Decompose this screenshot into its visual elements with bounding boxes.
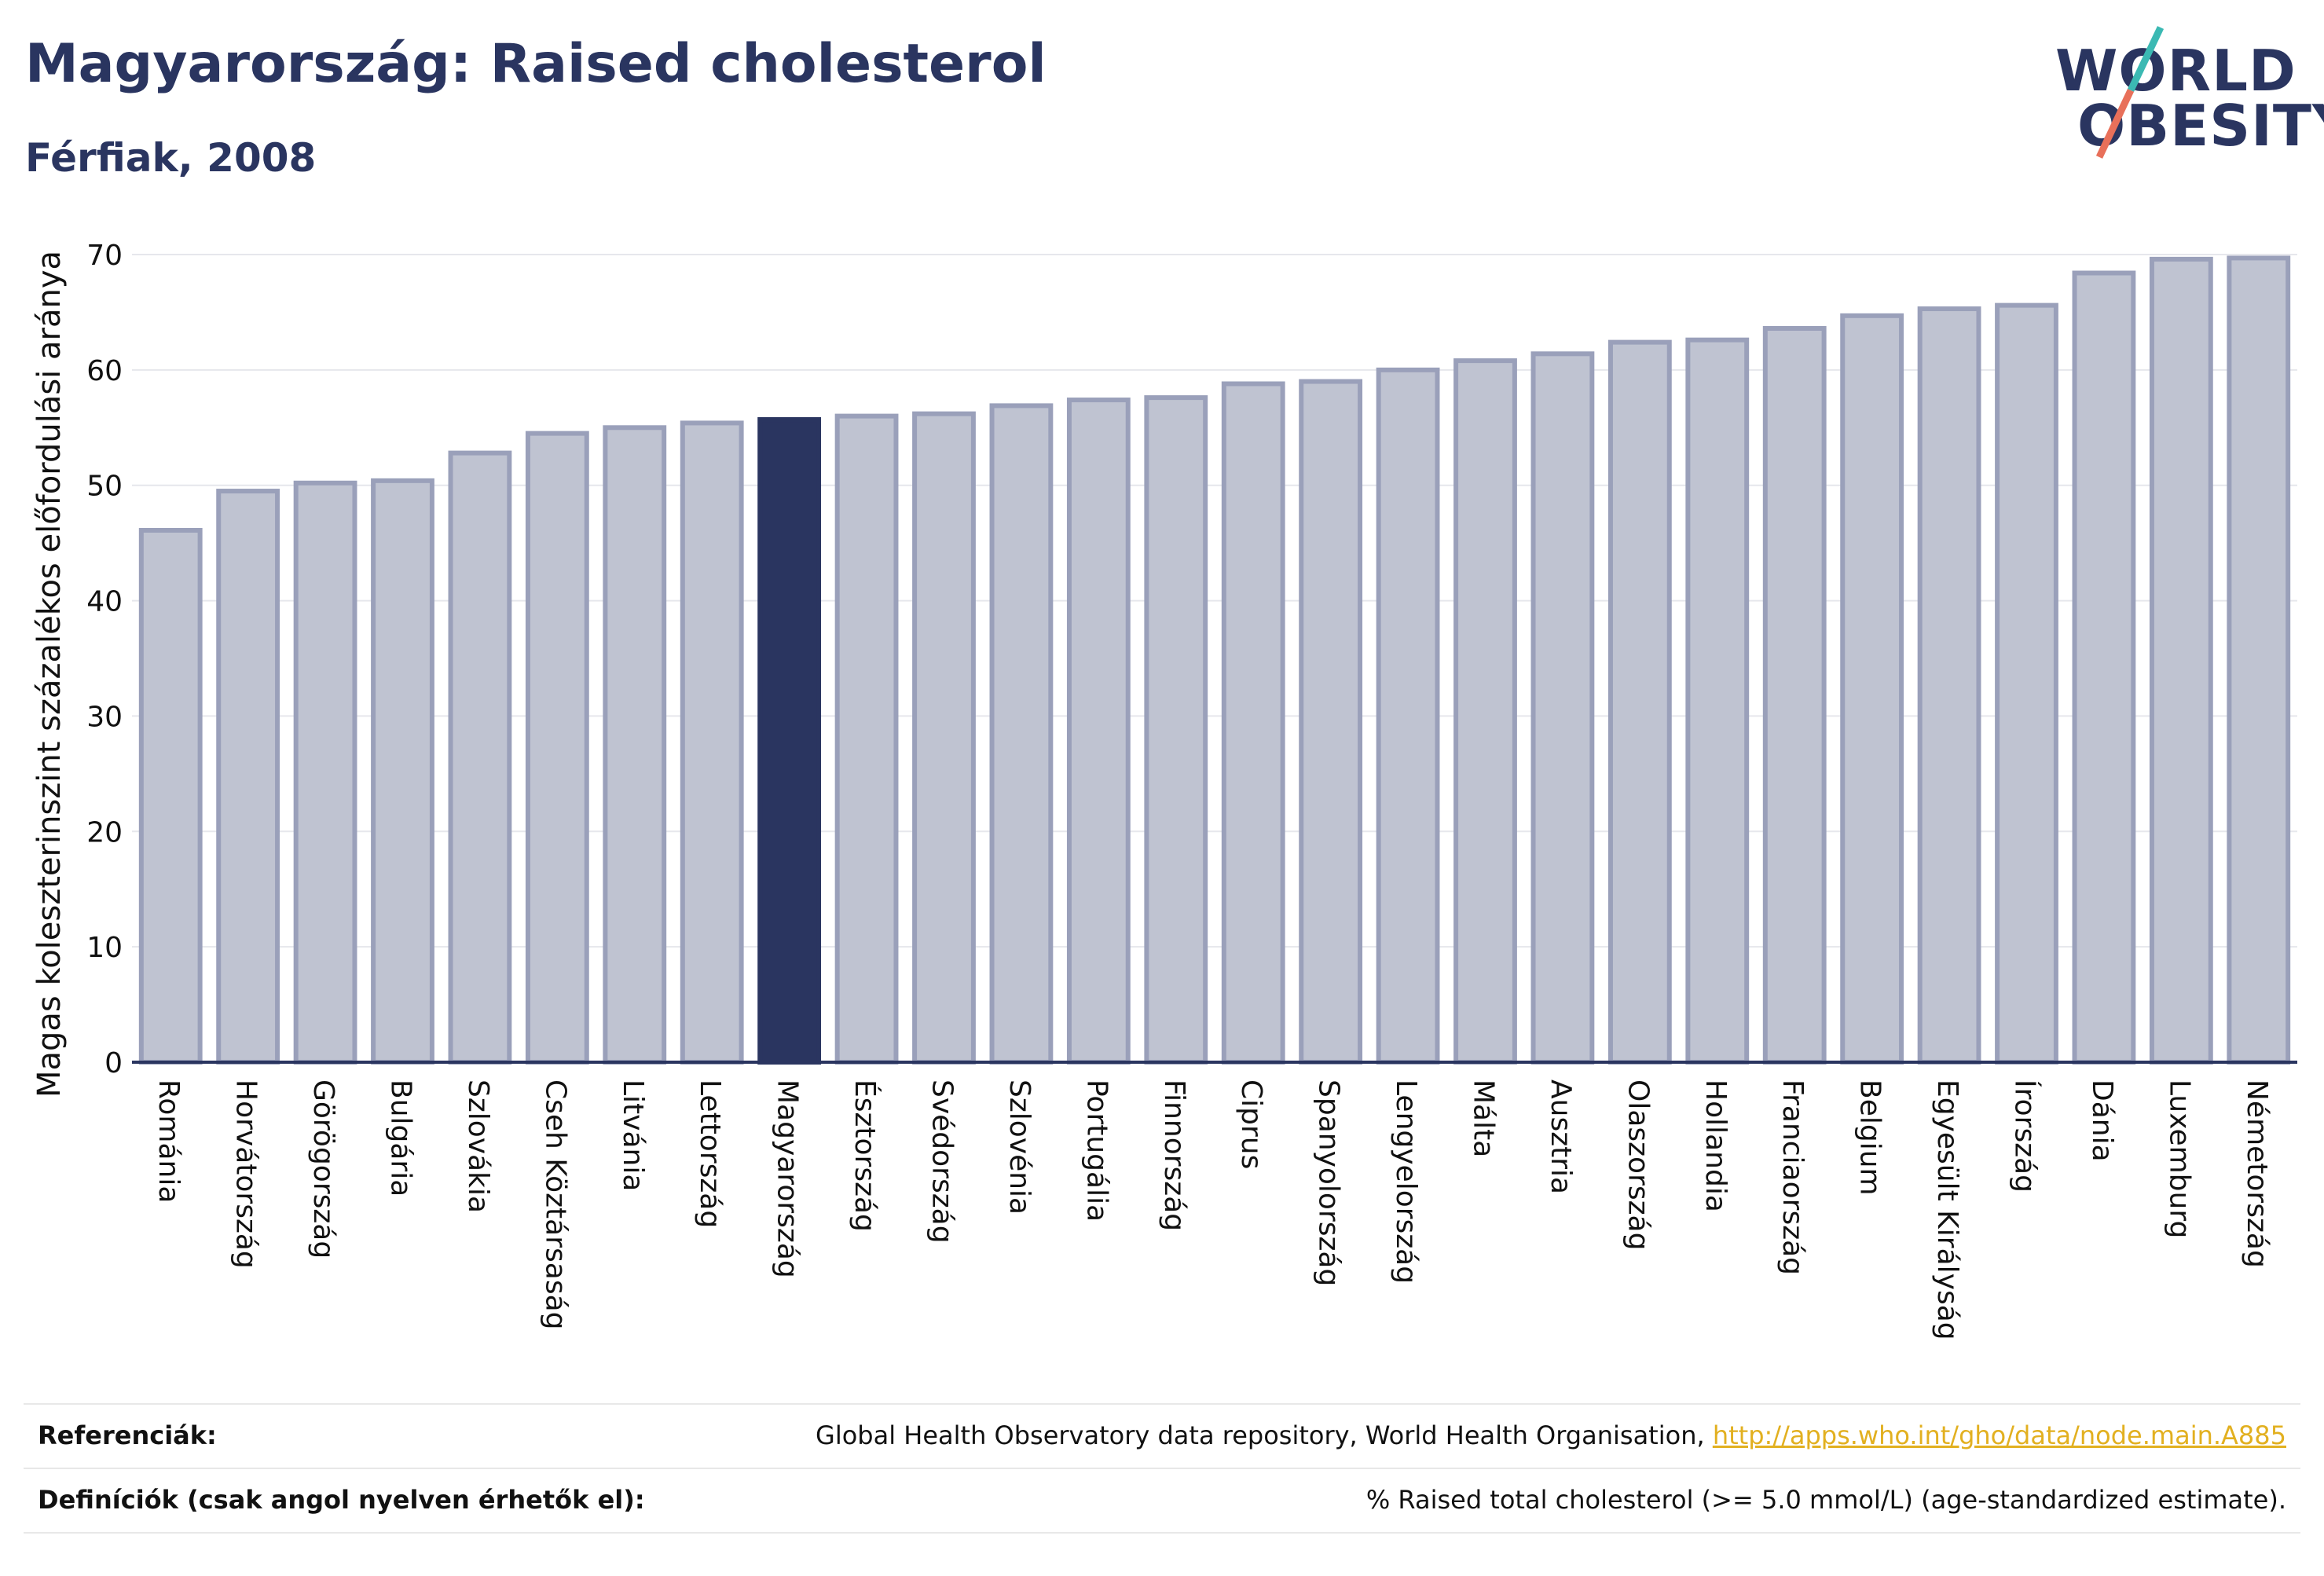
x-tick-label: Lengyelország (1390, 1079, 1422, 1284)
x-tick-label: Románia (152, 1079, 185, 1203)
x-tick-label: Franciaország (1776, 1079, 1809, 1275)
x-tick-label: Spanyolország (1313, 1079, 1345, 1286)
x-tick-label: Egyesült Királyság (1931, 1079, 1963, 1340)
x-tick-label: Ausztria (1545, 1079, 1577, 1194)
bar (1685, 337, 1750, 1065)
x-tick-label: Bulgária (385, 1079, 417, 1197)
references-row: Referenciák: Global Health Observatory d… (24, 1403, 2300, 1468)
bar (371, 478, 434, 1065)
x-tick-label: Litvánia (617, 1079, 649, 1191)
bar (1376, 367, 1440, 1065)
y-tick-label: 30 (86, 701, 123, 733)
bar (680, 420, 744, 1065)
x-tick-label: Észtország (849, 1079, 882, 1232)
bar (1840, 313, 1904, 1065)
x-tick-label: Horvátország (230, 1079, 262, 1269)
x-tick-label: Cseh Köztársaság (539, 1079, 571, 1330)
logo-line-1: WORLD (2055, 38, 2297, 104)
bar (834, 413, 899, 1065)
definitions-text: % Raised total cholesterol (>= 5.0 mmol/… (1365, 1485, 2286, 1515)
bar (1221, 381, 1285, 1065)
world-obesity-logo: WORLD OBESITY (2051, 24, 2324, 173)
x-tick-label: Finnország (1158, 1079, 1190, 1231)
bar (1299, 379, 1363, 1065)
bar (216, 489, 280, 1065)
x-tick-label: Portugália (1080, 1079, 1113, 1222)
x-tick-label: Görögország (307, 1079, 339, 1259)
bar (2227, 255, 2291, 1065)
bar (1995, 302, 2058, 1065)
bar (2149, 256, 2213, 1065)
logo-line-2: OBESITY (2077, 93, 2324, 159)
y-tick-label: 0 (104, 1047, 123, 1079)
bar (1762, 325, 1827, 1065)
bar (603, 425, 667, 1065)
logo-slash-coral (2095, 89, 2135, 159)
y-axis-label: Magas koleszterinszint százalékos előfor… (31, 251, 68, 1098)
y-tick-label: 40 (86, 586, 123, 618)
definitions-row: Definíciók (csak angol nyelven érhetők e… (24, 1468, 2300, 1532)
page-subtitle: Férfiak, 2008 (25, 135, 317, 181)
bar (757, 417, 822, 1065)
references-label: Referenciák: (38, 1420, 217, 1450)
y-tick-label: 70 (86, 240, 123, 272)
logo-slash-teal (2127, 26, 2165, 92)
x-tick-label: Málta (1468, 1079, 1500, 1157)
x-tick-label: Hollandia (1699, 1079, 1732, 1212)
x-tick-label: Belgium (1854, 1079, 1886, 1196)
page-title: Magyarország: Raised cholesterol (25, 33, 1047, 95)
y-tick-label: 10 (86, 932, 123, 964)
bar (525, 431, 589, 1065)
bar (2072, 270, 2136, 1065)
x-tick-label: Ciprus (1235, 1079, 1267, 1169)
x-tick-label: Szlovákia (462, 1079, 494, 1213)
bar (1917, 306, 1981, 1065)
references-link[interactable]: http://apps.who.int/gho/data/node.main.A… (1712, 1420, 2286, 1450)
bar (138, 527, 203, 1065)
bar (1066, 398, 1131, 1065)
bar-chart: 0 10 20 30 40 50 60 70 Magas koleszterinszint sz… (31, 240, 2297, 1340)
logo-slash-icon (2095, 26, 2165, 159)
footer-bottom-rule (24, 1532, 2300, 1534)
bar (989, 403, 1054, 1065)
references-text: Global Health Observatory data repositor… (816, 1420, 1713, 1450)
references-value: Global Health Observatory data repositor… (816, 1420, 2286, 1450)
definitions-label: Definíciók (csak angol nyelven érhetők e… (38, 1485, 645, 1515)
y-tick-label: 60 (86, 355, 123, 387)
x-tick-label: Németország (2241, 1079, 2273, 1268)
y-tick-label: 50 (86, 471, 123, 503)
x-tick-label: Olaszország (1622, 1079, 1654, 1250)
x-tick-label: Svédország (926, 1079, 959, 1244)
bar (1144, 395, 1208, 1065)
bar (1453, 358, 1517, 1065)
bar (1530, 351, 1595, 1065)
x-tick-label: Lettország (694, 1079, 726, 1228)
bar (448, 450, 512, 1065)
bar (293, 480, 357, 1065)
bar (1607, 339, 1672, 1065)
x-tick-label: Szlovénia (1003, 1079, 1036, 1215)
x-tick-label: Dánia (2086, 1079, 2118, 1162)
x-tick-label: Magyarország (772, 1079, 804, 1278)
x-tick-label: Írország (2009, 1079, 2042, 1193)
bar (912, 411, 976, 1065)
y-tick-label: 20 (86, 816, 123, 848)
x-tick-label: Luxemburg (2163, 1079, 2195, 1238)
